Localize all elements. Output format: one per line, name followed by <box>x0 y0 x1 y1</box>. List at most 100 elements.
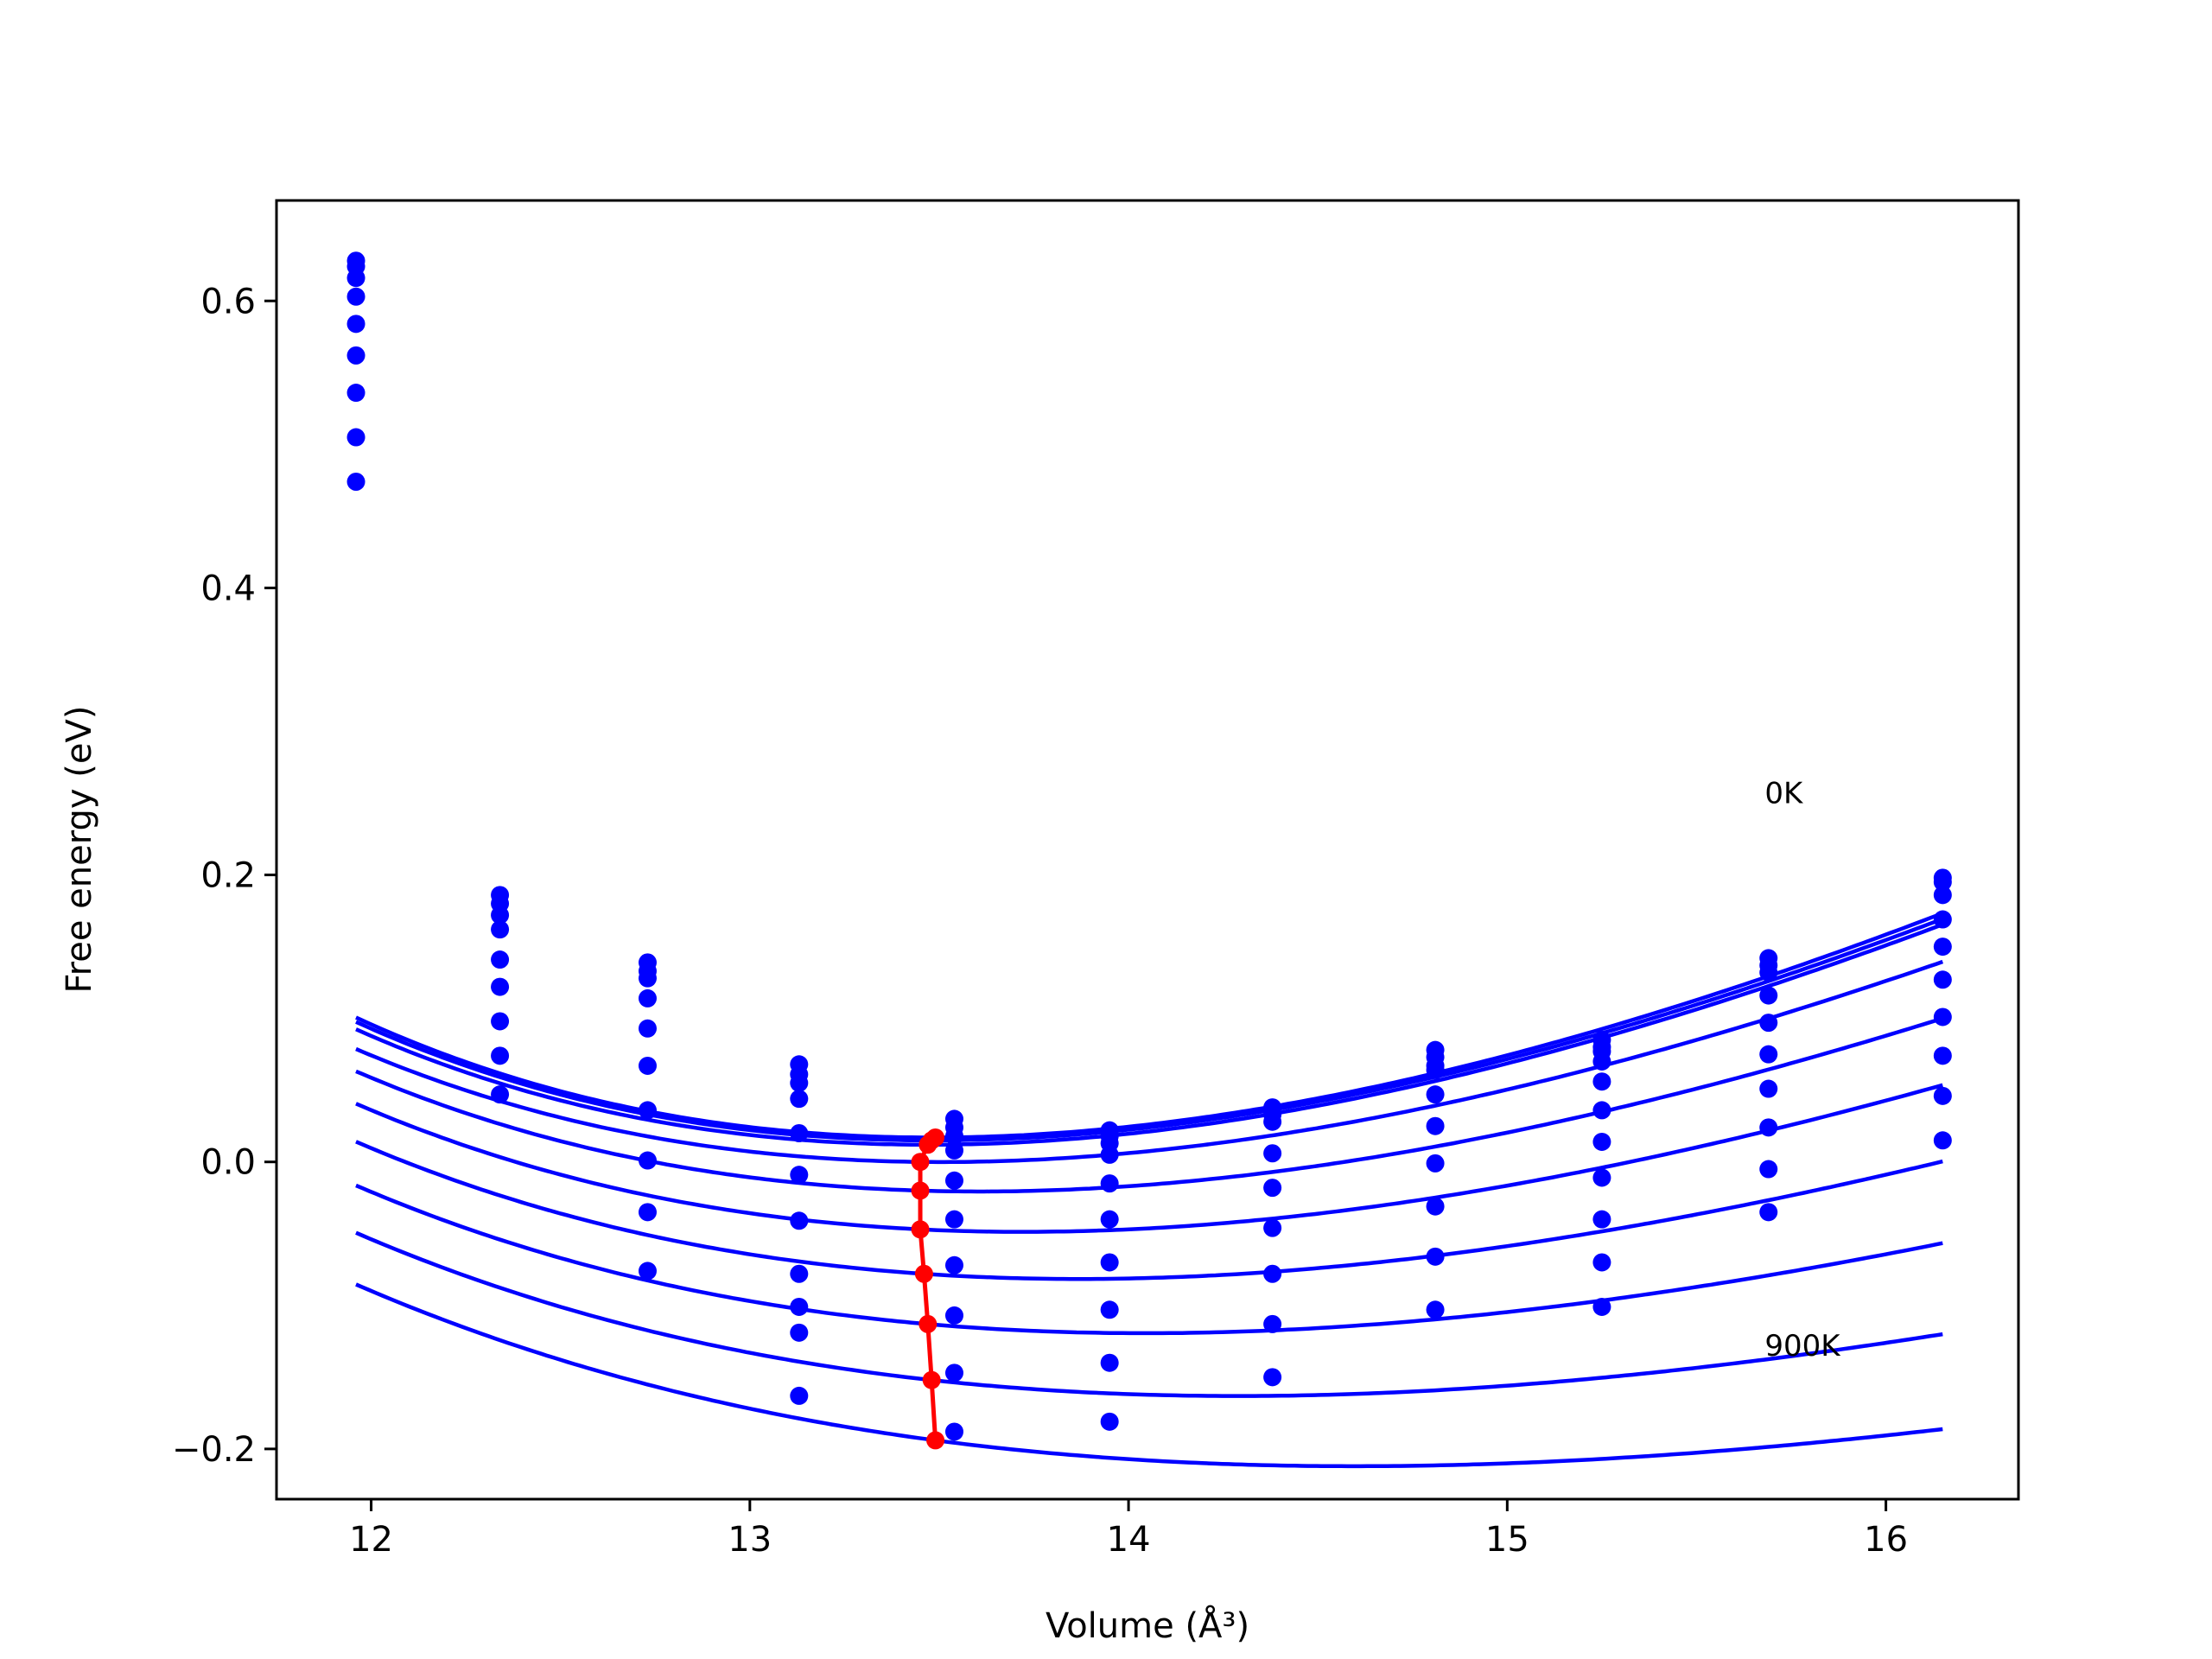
data-point <box>638 1056 657 1075</box>
y-tick-label: −0.2 <box>172 1430 256 1470</box>
annotation-label: 0K <box>1764 777 1804 811</box>
data-point <box>346 287 365 306</box>
data-point <box>1933 886 1952 905</box>
y-tick-label: 0.0 <box>200 1143 256 1183</box>
y-tick-label: 0.2 <box>200 856 256 896</box>
data-point <box>1592 1101 1611 1120</box>
data-point <box>1759 1203 1778 1222</box>
minimum-point <box>914 1264 933 1283</box>
minimum-point <box>926 1431 945 1450</box>
data-point <box>491 906 510 925</box>
data-point <box>1592 1132 1611 1151</box>
data-point <box>790 1166 809 1185</box>
data-point <box>1933 1131 1952 1150</box>
data-point <box>1759 986 1778 1005</box>
data-point <box>1426 1197 1445 1216</box>
data-point <box>1759 1079 1778 1098</box>
y-tick-label: 0.4 <box>200 569 256 608</box>
data-point <box>1759 963 1778 982</box>
data-point <box>638 1262 657 1281</box>
fit-curves <box>355 911 1944 1469</box>
data-point <box>1263 1368 1282 1387</box>
minimum-point <box>918 1314 938 1333</box>
x-tick-label: 12 <box>349 1520 393 1560</box>
data-point <box>1263 1218 1282 1237</box>
data-point <box>1263 1314 1282 1333</box>
data-point <box>1426 1060 1445 1079</box>
data-point <box>944 1171 963 1190</box>
fit-curve-0 <box>355 911 1944 1140</box>
fit-curve-3 <box>355 959 1944 1165</box>
x-tick-label: 13 <box>728 1520 772 1560</box>
fit-curve-5 <box>355 1083 1943 1234</box>
data-point <box>1933 938 1952 957</box>
data-point <box>638 969 657 988</box>
data-point <box>346 428 365 447</box>
data-point <box>944 1422 963 1441</box>
data-point <box>1592 1168 1611 1187</box>
data-point <box>790 1264 809 1283</box>
data-point <box>638 1101 657 1120</box>
data-point <box>790 1323 809 1342</box>
x-tick-label: 15 <box>1485 1520 1529 1560</box>
y-axis-ticks: −0.2 0.0 0.2 0.4 0.6 <box>172 282 276 1470</box>
annotations: 0K 900K <box>1764 777 1841 1363</box>
data-point <box>1426 1116 1445 1135</box>
data-point <box>1592 1072 1611 1091</box>
data-point <box>1263 1112 1282 1131</box>
minima-series <box>911 1128 945 1450</box>
data-point <box>790 1297 809 1316</box>
data-point <box>1592 1210 1611 1229</box>
data-point <box>491 1012 510 1031</box>
data-point <box>1426 1300 1445 1319</box>
data-points <box>346 251 1952 1441</box>
data-point <box>491 1046 510 1065</box>
minimum-point <box>911 1153 930 1172</box>
data-point <box>944 1363 963 1382</box>
data-point <box>346 384 365 403</box>
x-tick-label: 16 <box>1864 1520 1908 1560</box>
data-point <box>790 1386 809 1405</box>
data-point <box>638 1019 657 1038</box>
data-point <box>346 346 365 365</box>
data-point <box>1759 1118 1778 1137</box>
data-point <box>1426 1154 1445 1173</box>
data-point <box>1100 1353 1119 1372</box>
x-axis-label: Volume (Å³) <box>1046 1605 1249 1646</box>
data-point <box>1426 1085 1445 1104</box>
y-tick-label: 0.6 <box>200 282 256 321</box>
x-tick-label: 14 <box>1107 1520 1151 1560</box>
data-point <box>944 1127 963 1146</box>
fit-curve-9 <box>355 1282 1943 1469</box>
data-point <box>638 1151 657 1170</box>
data-point <box>491 920 510 939</box>
fit-curve-7 <box>355 1183 1943 1336</box>
data-point <box>790 1090 809 1109</box>
data-point <box>1592 1253 1611 1272</box>
data-point <box>1933 970 1952 989</box>
data-point <box>1759 1014 1778 1033</box>
data-point <box>1933 1007 1952 1027</box>
x-axis-ticks: 12 13 14 15 16 <box>349 1499 1908 1560</box>
data-point <box>1100 1300 1119 1319</box>
data-point <box>944 1255 963 1274</box>
data-point <box>944 1210 963 1229</box>
y-axis-label: Free energy (eV) <box>60 706 99 994</box>
minimum-point <box>922 1370 941 1389</box>
data-point <box>1263 1179 1282 1198</box>
data-point <box>944 1141 963 1160</box>
data-point <box>1426 1247 1445 1266</box>
data-point <box>1592 1052 1611 1071</box>
annotation-label: 900K <box>1764 1329 1841 1363</box>
data-point <box>638 988 657 1007</box>
data-point <box>346 269 365 288</box>
data-point <box>1933 910 1952 929</box>
plot-frame <box>275 199 2020 1501</box>
data-point <box>1100 1253 1119 1272</box>
data-point <box>1592 1297 1611 1316</box>
data-point <box>491 977 510 996</box>
fit-curve-2 <box>355 922 1944 1147</box>
data-point <box>790 1073 809 1092</box>
